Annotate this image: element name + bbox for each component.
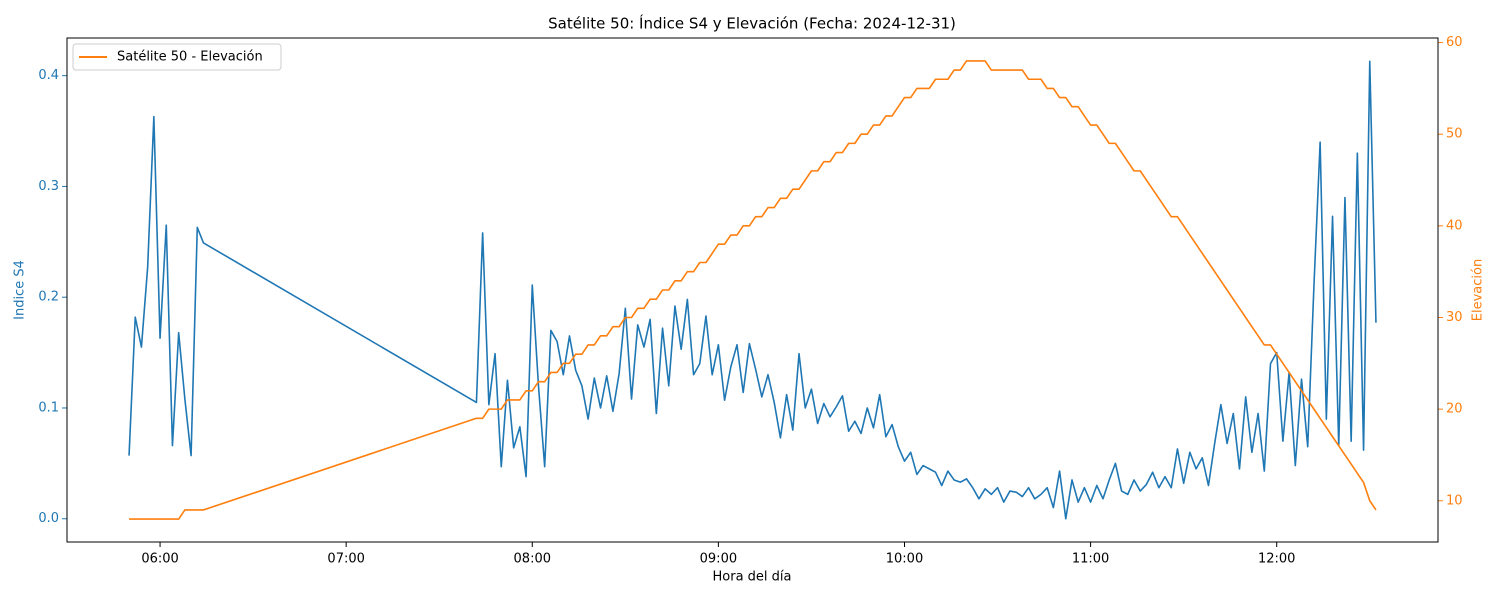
x-tick-label: 11:00 (1072, 552, 1109, 567)
y2-tick-label: 10 (1446, 493, 1463, 508)
y2-tick-label: 40 (1446, 218, 1463, 233)
y-axis-label: Indice S4 (13, 260, 28, 320)
y2-tick-label: 20 (1446, 402, 1463, 417)
y2-tick-label: 60 (1446, 35, 1463, 50)
y2-tick-label: 50 (1446, 127, 1463, 142)
x-tick-label: 08:00 (514, 552, 551, 567)
y-tick-label: 0.0 (38, 511, 59, 526)
y2-axis-label: Elevación (1471, 259, 1486, 321)
y-tick-label: 0.4 (38, 68, 59, 83)
x-tick-label: 10:00 (886, 552, 923, 567)
y-tick-label: 0.3 (38, 179, 59, 194)
x-axis-label: Hora del día (713, 570, 792, 585)
y-tick-label: 0.2 (38, 290, 59, 305)
chart-title: Satélite 50: Índice S4 y Elevación (Fech… (548, 14, 956, 33)
data-line (129, 60, 1377, 520)
legend-box (72, 43, 282, 71)
y-tick-label: 0.1 (38, 400, 59, 415)
legend-label: Satélite 50 - Elevación (117, 50, 263, 65)
plot-frame (66, 37, 1439, 543)
x-tick-label: 12:00 (1258, 552, 1295, 567)
y2-tick-label: 30 (1446, 310, 1463, 325)
x-tick-label: 09:00 (700, 552, 737, 567)
x-tick-label: 06:00 (141, 552, 178, 567)
data-line (128, 60, 1377, 520)
x-tick-label: 07:00 (327, 552, 364, 567)
